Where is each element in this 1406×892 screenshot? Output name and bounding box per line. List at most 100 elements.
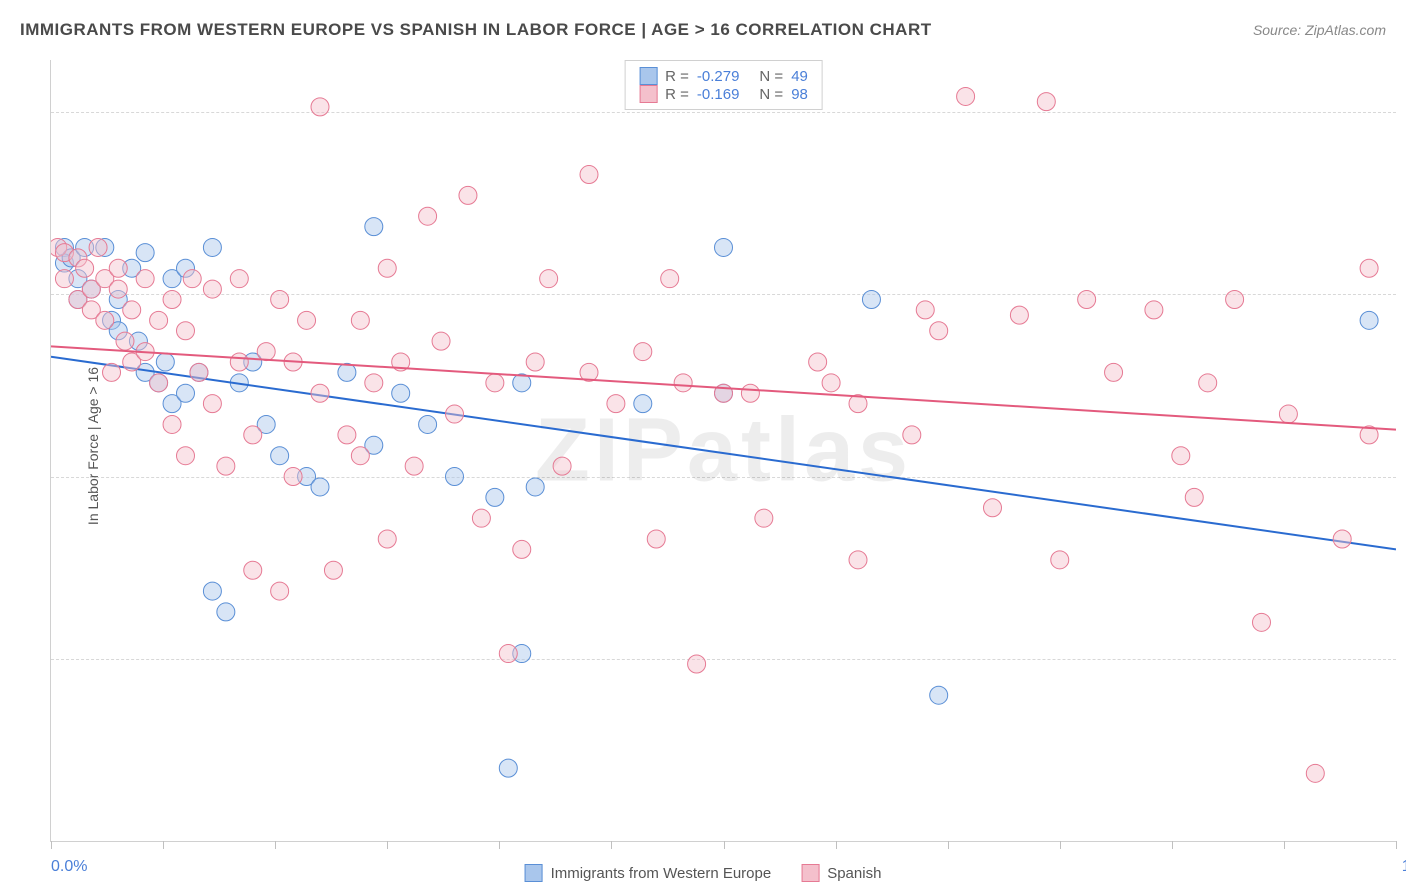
x-tick	[275, 841, 276, 849]
data-point	[822, 374, 840, 392]
data-point	[109, 280, 127, 298]
data-point	[351, 447, 369, 465]
gridline	[51, 112, 1396, 113]
source-attribution: Source: ZipAtlas.com	[1253, 22, 1386, 38]
data-point	[55, 238, 73, 256]
data-point	[553, 457, 571, 475]
data-point	[311, 98, 329, 116]
data-point	[1279, 405, 1297, 423]
data-point	[51, 238, 67, 256]
legend-swatch	[801, 864, 819, 882]
data-point	[177, 322, 195, 340]
data-point	[378, 530, 396, 548]
data-point	[580, 166, 598, 184]
data-point	[298, 311, 316, 329]
legend-item: Spanish	[801, 864, 881, 882]
data-point	[136, 270, 154, 288]
stat-R-label: R =	[665, 86, 689, 103]
watermark: ZIPatlas	[535, 399, 912, 502]
data-point	[190, 363, 208, 381]
data-point	[136, 363, 154, 381]
data-point	[957, 87, 975, 105]
data-point	[365, 218, 383, 236]
plot-svg	[51, 60, 1396, 841]
data-point	[499, 759, 517, 777]
legend-swatch	[639, 85, 657, 103]
data-point	[499, 645, 517, 663]
data-point	[1145, 301, 1163, 319]
data-point	[244, 353, 262, 371]
data-point	[1172, 447, 1190, 465]
x-tick	[1284, 841, 1285, 849]
data-point	[69, 291, 87, 309]
data-point	[150, 374, 168, 392]
x-axis-end-label: 100.0%	[1402, 858, 1406, 876]
data-point	[311, 478, 329, 496]
data-point	[156, 353, 174, 371]
x-tick	[836, 841, 837, 849]
data-point	[688, 655, 706, 673]
stats-legend-row: R = -0.279N = 49	[639, 67, 808, 85]
gridline	[51, 659, 1396, 660]
data-point	[930, 686, 948, 704]
data-point	[82, 280, 100, 298]
data-point	[96, 311, 114, 329]
data-point	[271, 447, 289, 465]
stat-N-label: N =	[759, 86, 783, 103]
data-point	[163, 395, 181, 413]
data-point	[351, 311, 369, 329]
data-point	[271, 291, 289, 309]
data-point	[365, 374, 383, 392]
chart-title: IMMIGRANTS FROM WESTERN EUROPE VS SPANIS…	[20, 20, 932, 40]
data-point	[446, 405, 464, 423]
data-point	[486, 374, 504, 392]
data-point	[257, 415, 275, 433]
data-point	[1360, 311, 1378, 329]
data-point	[1037, 93, 1055, 111]
data-point	[338, 363, 356, 381]
data-point	[129, 332, 147, 350]
data-point	[103, 363, 121, 381]
x-tick	[724, 841, 725, 849]
data-point	[136, 244, 154, 262]
data-point	[378, 259, 396, 277]
x-tick	[1396, 841, 1397, 849]
data-point	[392, 353, 410, 371]
data-point	[1360, 259, 1378, 277]
data-point	[513, 540, 531, 558]
data-point	[1078, 291, 1096, 309]
trend-line	[51, 346, 1396, 429]
stats-legend: R = -0.279N = 49R = -0.169N = 98	[624, 60, 823, 110]
data-point	[103, 311, 121, 329]
data-point	[69, 249, 87, 267]
data-point	[903, 426, 921, 444]
data-point	[472, 509, 490, 527]
data-point	[109, 291, 127, 309]
x-tick	[611, 841, 612, 849]
data-point	[849, 551, 867, 569]
x-tick	[499, 841, 500, 849]
legend-series-name: Immigrants from Western Europe	[551, 865, 772, 882]
data-point	[513, 374, 531, 392]
data-point	[715, 384, 733, 402]
data-point	[715, 238, 733, 256]
data-point	[526, 353, 544, 371]
data-point	[419, 207, 437, 225]
legend-series-name: Spanish	[827, 865, 881, 882]
data-point	[661, 270, 679, 288]
data-point	[55, 270, 73, 288]
chart-header: IMMIGRANTS FROM WESTERN EUROPE VS SPANIS…	[20, 20, 1386, 40]
data-point	[190, 363, 208, 381]
series-legend: Immigrants from Western Europe Spanish	[525, 864, 882, 882]
legend-swatch	[639, 67, 657, 85]
data-point	[916, 301, 934, 319]
data-point	[177, 447, 195, 465]
data-point	[257, 343, 275, 361]
data-point	[715, 384, 733, 402]
data-point	[230, 270, 248, 288]
data-point	[123, 353, 141, 371]
data-point	[217, 457, 235, 475]
data-point	[150, 311, 168, 329]
data-point	[284, 353, 302, 371]
stat-N-value: 49	[791, 68, 808, 85]
